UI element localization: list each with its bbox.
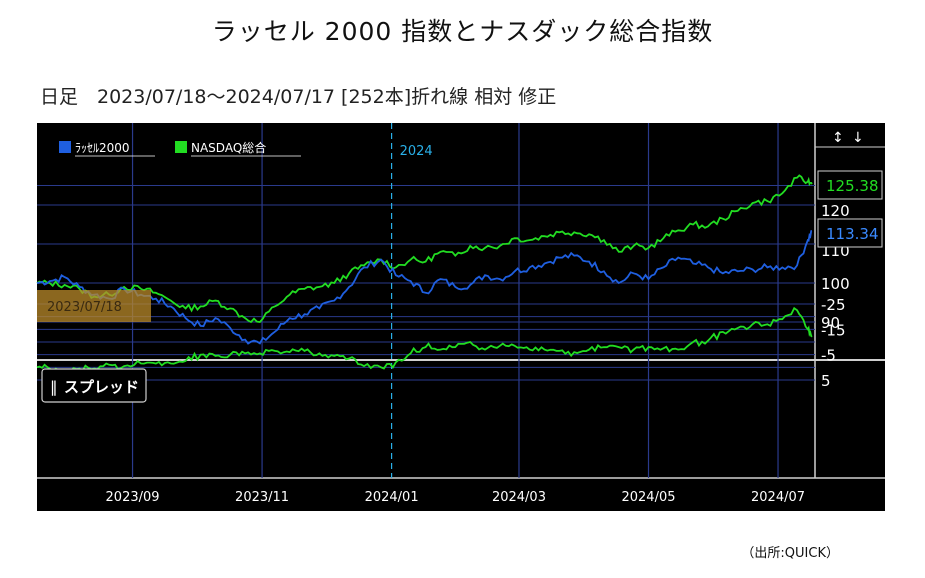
year-marker-label: 2024 [400,144,433,159]
spread-label: スプレッド [64,378,139,396]
spread-y-tick-label: -25 [821,296,846,314]
spread-y-tick-label: 5 [821,372,831,390]
chart-title: ラッセル 2000 指数とナスダック総合指数 [211,17,714,46]
spread-handle-icon: ‖ [50,378,58,396]
russell-last-value: 113.34 [826,225,879,243]
legend-label-nasdaq: NASDAQ総合 [191,140,266,155]
nasdaq-last-value: 125.38 [826,177,879,195]
source-note: （出所:QUICK） [741,546,839,561]
nasdaq-last-value-box [817,170,883,200]
x-tick-label: 2024/01 [365,490,419,505]
spread-label-box [41,368,147,403]
spread-y-tick-label: -5 [821,347,836,365]
chart-subtitle: 日足 2023/07/18～2024/07/17 [252本]折れ線 相対 修正 [40,86,557,108]
nasdaq-line [36,174,813,324]
legend-label-russell: ﾗｯｾﾙ2000 [75,141,130,155]
start-date-label: 2023/07/18 [47,300,122,315]
start-date-box [37,290,151,322]
russell-last-value-box [817,218,883,248]
x-tick-label: 2024/05 [621,490,675,505]
russell-line [36,230,813,345]
x-tick-label: 2023/11 [235,490,289,505]
scale-down-icon: ↓ [852,130,864,146]
y-tick-label: 120 [821,202,850,220]
spread-line [36,306,813,377]
x-tick-label: 2024/03 [492,490,546,505]
y-tick-label: 100 [821,275,850,293]
x-tick-label: 2024/07 [751,490,805,505]
legend-swatch-russell [59,141,71,153]
scale-up-down-icon: ↕ [832,130,844,146]
spread-y-tick-label: -15 [821,321,846,339]
legend-swatch-nasdaq [175,141,187,153]
y-tick-label: 90 [821,314,840,332]
x-tick-label: 2023/09 [106,490,160,505]
